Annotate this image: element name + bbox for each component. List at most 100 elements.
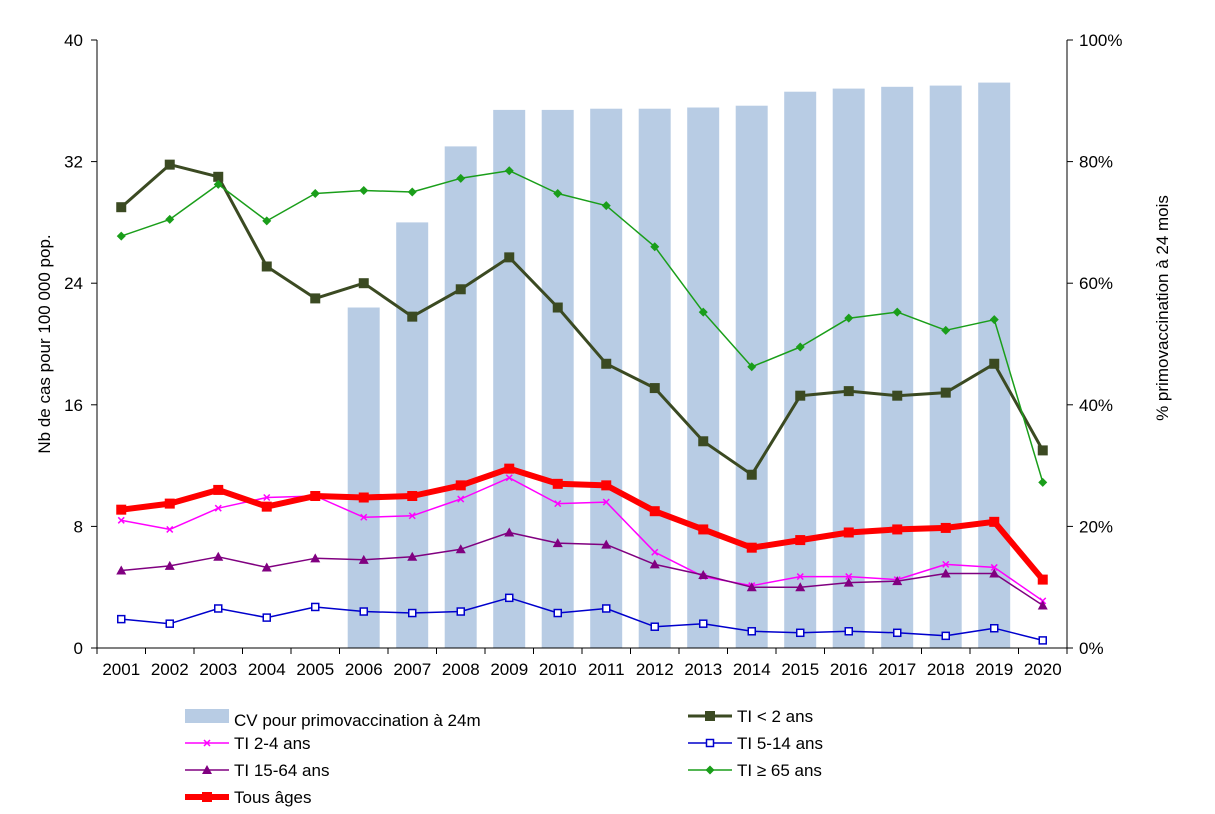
series-point-2012	[651, 548, 659, 556]
legend-item-5: Tous âges	[185, 788, 312, 807]
series-point-2002	[165, 214, 175, 224]
series-point-2018	[940, 387, 951, 398]
series-point-2004	[261, 501, 272, 512]
x-tick-label-2019: 2019	[975, 660, 1013, 679]
series-point-2011	[602, 604, 611, 613]
series-point-2005	[310, 553, 321, 563]
series-point-2003	[213, 484, 224, 495]
bar-2015	[784, 91, 817, 648]
series-point-2013	[698, 436, 709, 447]
legend-item-4: TI ≥ 65 ans	[688, 761, 822, 780]
bar-2009	[493, 109, 526, 648]
series-5	[116, 463, 1048, 585]
series-point-2004	[262, 613, 271, 622]
x-tick-label-2018: 2018	[927, 660, 965, 679]
y-right-tick-label: 60%	[1079, 274, 1113, 293]
y-right-tick-label: 0%	[1079, 639, 1104, 658]
series-point-2003	[213, 171, 224, 182]
bar-2008	[444, 146, 477, 648]
x-tick-label-2001: 2001	[102, 660, 140, 679]
series-point-2011	[602, 498, 610, 506]
series-point-2012	[649, 506, 660, 517]
y-left-tick-label: 32	[64, 153, 83, 172]
series-point-2017	[892, 576, 903, 586]
series-point-2012	[649, 559, 660, 569]
x-tick-label-2010: 2010	[539, 660, 577, 679]
series-point-2017	[893, 628, 902, 638]
series-point-2001	[117, 614, 126, 624]
series-point-2018	[940, 568, 951, 578]
series-point-2007	[407, 491, 418, 501]
series-point-2020	[1038, 636, 1047, 645]
x-tick-label-2004: 2004	[248, 660, 286, 679]
series-point-2015	[795, 342, 805, 352]
y-right-tick-label: 20%	[1079, 517, 1113, 536]
series-point-2010	[552, 478, 563, 489]
x-tick-label-2005: 2005	[296, 660, 334, 679]
series-point-2009	[505, 474, 513, 482]
legend-item-3: TI 15-64 ans	[185, 761, 329, 780]
series-point-2009	[504, 527, 515, 537]
series-point-2006	[360, 513, 368, 521]
series-point-2012	[650, 242, 660, 252]
series-point-2016	[844, 627, 853, 636]
series-point-2008	[456, 173, 466, 183]
y-left-tick-label: 0	[74, 639, 83, 658]
legend-item-2: TI 5-14 ans	[688, 734, 823, 753]
legend-swatch-marker	[705, 765, 715, 775]
series-point-2019	[990, 623, 999, 633]
series-point-2011	[601, 539, 612, 549]
series-2	[117, 593, 1047, 645]
series-point-2016	[845, 573, 853, 581]
series-point-2018	[942, 560, 950, 568]
series-point-2002	[164, 159, 175, 170]
series-point-2013	[698, 570, 709, 580]
series-point-2001	[117, 516, 125, 524]
bar-2014	[735, 105, 768, 648]
series-point-2007	[407, 187, 417, 197]
series-point-2009	[504, 166, 514, 176]
y-left-tick-label: 40	[64, 31, 83, 50]
series-point-2003	[213, 179, 223, 189]
x-tick-label-2002: 2002	[151, 660, 189, 679]
y-left-tick-label: 8	[74, 517, 83, 536]
series-point-2013	[698, 307, 708, 317]
bar-2007	[396, 222, 429, 648]
series-point-2014	[747, 362, 757, 372]
series-point-2019	[989, 516, 1000, 527]
series-line	[121, 477, 1044, 602]
series-line	[121, 169, 1044, 483]
series-point-2004	[261, 562, 272, 572]
series-point-2014	[746, 469, 757, 480]
series-line	[120, 465, 1046, 582]
series-point-2018	[941, 325, 951, 335]
bars-layer	[347, 82, 1011, 649]
series-4	[116, 166, 1048, 487]
series-line	[120, 163, 1045, 477]
series-point-2001	[116, 504, 127, 515]
series-point-2016	[843, 386, 854, 397]
series-point-2019	[989, 358, 1000, 369]
series-3	[116, 527, 1048, 610]
series-point-2005	[310, 189, 320, 199]
series-point-2001	[116, 202, 127, 213]
series-point-2015	[795, 390, 806, 401]
series-point-2008	[456, 607, 465, 616]
legend-label: TI ≥ 65 ans	[737, 761, 822, 780]
series-point-2004	[262, 216, 272, 226]
series-point-2014	[746, 582, 757, 592]
series-point-2005	[311, 602, 320, 612]
series-point-2006	[358, 278, 369, 289]
series-point-2006	[359, 607, 368, 616]
series-point-2018	[940, 522, 951, 533]
series-point-2004	[261, 261, 272, 272]
series-point-2008	[457, 495, 465, 503]
series-point-2007	[408, 512, 416, 520]
x-tick-label-2011: 2011	[588, 660, 625, 679]
x-tick-label-2006: 2006	[345, 660, 383, 679]
series-point-2003	[214, 504, 222, 512]
bar-2016	[832, 88, 865, 649]
series-point-2020	[1038, 477, 1048, 487]
